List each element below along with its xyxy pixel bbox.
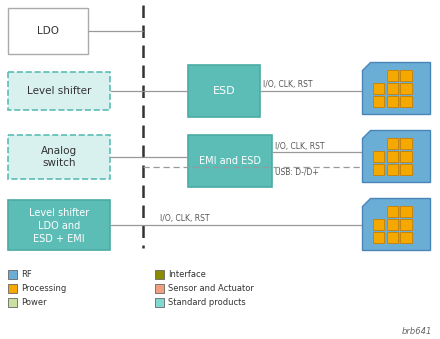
Text: brb641: brb641 <box>402 327 432 337</box>
Bar <box>8 284 17 293</box>
Polygon shape <box>362 198 430 250</box>
Polygon shape <box>387 83 398 94</box>
Polygon shape <box>8 8 88 54</box>
Text: Standard products: Standard products <box>168 298 246 307</box>
Bar <box>8 270 17 279</box>
Polygon shape <box>373 151 385 162</box>
Polygon shape <box>400 164 411 175</box>
Polygon shape <box>188 65 260 117</box>
Text: Power: Power <box>21 298 47 307</box>
Text: Level shifter: Level shifter <box>27 86 91 96</box>
Polygon shape <box>387 151 398 162</box>
Polygon shape <box>387 96 398 107</box>
Polygon shape <box>400 138 411 149</box>
Text: ESD + EMI: ESD + EMI <box>33 234 85 244</box>
Polygon shape <box>400 83 411 94</box>
Text: I/O, CLK, RST: I/O, CLK, RST <box>275 141 324 151</box>
Polygon shape <box>400 70 411 81</box>
Polygon shape <box>387 219 398 230</box>
Text: Sensor and Actuator: Sensor and Actuator <box>168 284 254 293</box>
Text: EMI and ESD: EMI and ESD <box>199 156 261 166</box>
Text: USB: D-/D+: USB: D-/D+ <box>275 167 319 177</box>
Polygon shape <box>362 130 430 182</box>
Polygon shape <box>188 135 272 187</box>
Bar <box>155 270 164 279</box>
Bar <box>155 298 164 307</box>
Text: LDO: LDO <box>37 26 59 36</box>
Polygon shape <box>373 96 385 107</box>
Text: Level shifter: Level shifter <box>29 208 89 218</box>
Polygon shape <box>387 232 398 243</box>
Polygon shape <box>400 219 411 230</box>
Polygon shape <box>362 62 430 114</box>
Text: RF: RF <box>21 270 32 279</box>
Polygon shape <box>387 164 398 175</box>
Text: I/O, CLK, RST: I/O, CLK, RST <box>160 215 209 223</box>
Polygon shape <box>400 96 411 107</box>
Polygon shape <box>400 206 411 217</box>
Polygon shape <box>400 232 411 243</box>
Text: ESD: ESD <box>213 86 235 96</box>
Polygon shape <box>8 135 110 179</box>
Text: Analog
switch: Analog switch <box>41 146 77 168</box>
Polygon shape <box>373 164 385 175</box>
Text: Interface: Interface <box>168 270 206 279</box>
Polygon shape <box>8 72 110 110</box>
Polygon shape <box>387 206 398 217</box>
Bar <box>155 284 164 293</box>
Text: LDO and: LDO and <box>38 221 80 231</box>
Polygon shape <box>387 138 398 149</box>
Polygon shape <box>387 70 398 81</box>
Bar <box>8 298 17 307</box>
Polygon shape <box>373 232 385 243</box>
Text: Processing: Processing <box>21 284 66 293</box>
Polygon shape <box>8 200 110 250</box>
Polygon shape <box>373 83 385 94</box>
Polygon shape <box>373 219 385 230</box>
Polygon shape <box>400 151 411 162</box>
Text: I/O, CLK, RST: I/O, CLK, RST <box>263 80 312 89</box>
